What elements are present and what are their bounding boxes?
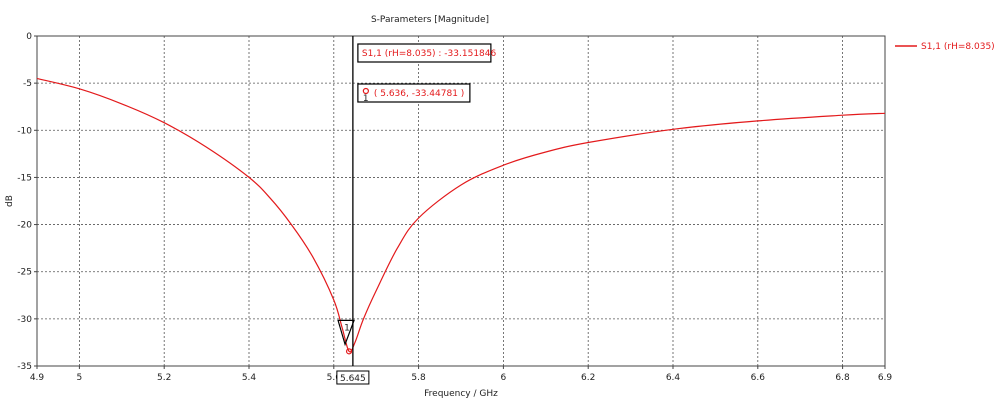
y-tick-label: -10 xyxy=(17,126,32,136)
marker-pointer-id: 1 xyxy=(344,323,350,333)
x-axis-label: Frequency / GHz xyxy=(424,389,498,399)
x-tick-label: 4.9 xyxy=(30,373,45,383)
marker-point xyxy=(345,348,353,355)
y-tick-label: -15 xyxy=(17,173,32,183)
plot-area xyxy=(36,35,886,367)
x-tick-label: 5.2 xyxy=(157,373,171,383)
marker-info-label: ( 5.636, -33.44781 ) xyxy=(374,89,464,99)
y-tick-label: -25 xyxy=(17,268,32,278)
x-tick-label: 6.9 xyxy=(878,373,893,383)
chart-title: S-Parameters [Magnitude] xyxy=(371,15,489,25)
cursor-readout: S1,1 (rH=8.035) : -33.151846 xyxy=(362,49,497,59)
y-axis-ticks: 0 -5 -10 -15 -20 -25 -30 -35 xyxy=(17,32,37,372)
y-tick-label: -20 xyxy=(17,221,32,231)
cursor-readout-box xyxy=(357,43,492,63)
y-tick-label: 0 xyxy=(26,32,32,42)
cursor-x-label: 5.645 xyxy=(340,374,366,384)
marker-info-id: 1 xyxy=(363,94,369,104)
marker-layer: 1 1 ( 5.636, -33.44781 ) xyxy=(337,83,471,355)
x-tick-label: 6 xyxy=(501,373,507,383)
y-tick-label: -30 xyxy=(17,315,32,325)
x-tick-label: 6.8 xyxy=(835,373,850,383)
x-tick-label: 5.4 xyxy=(242,373,257,383)
x-tick-label: 6.4 xyxy=(666,373,681,383)
cursor-layer[interactable]: S1,1 (rH=8.035) : -33.151846 5.645 xyxy=(336,36,497,385)
x-tick-label: 5.8 xyxy=(411,373,426,383)
x-tick-label: 6.2 xyxy=(581,373,595,383)
x-tick-label: 5.6 xyxy=(327,373,342,383)
marker-pointer-triangle xyxy=(337,319,355,347)
cursor-x-box xyxy=(336,370,370,385)
legend: S1,1 (rH=8.035) xyxy=(895,42,995,52)
x-axis-ticks: 4.9 5 5.2 5.4 5.6 5.8 6 6.2 6.4 6.6 6.8 6.9 xyxy=(30,366,893,383)
series-line-s11 xyxy=(36,77,886,353)
x-tick-label: 5 xyxy=(77,373,83,383)
y-axis-label: dB xyxy=(5,195,15,207)
marker-info-icon xyxy=(362,87,369,95)
legend-label: S1,1 (rH=8.035) xyxy=(921,42,995,52)
series-layer xyxy=(36,77,886,353)
marker-info-box xyxy=(357,83,471,103)
grid xyxy=(37,36,885,366)
y-tick-label: -5 xyxy=(23,79,32,89)
y-tick-label: -35 xyxy=(17,362,32,372)
x-tick-label: 6.6 xyxy=(751,373,766,383)
